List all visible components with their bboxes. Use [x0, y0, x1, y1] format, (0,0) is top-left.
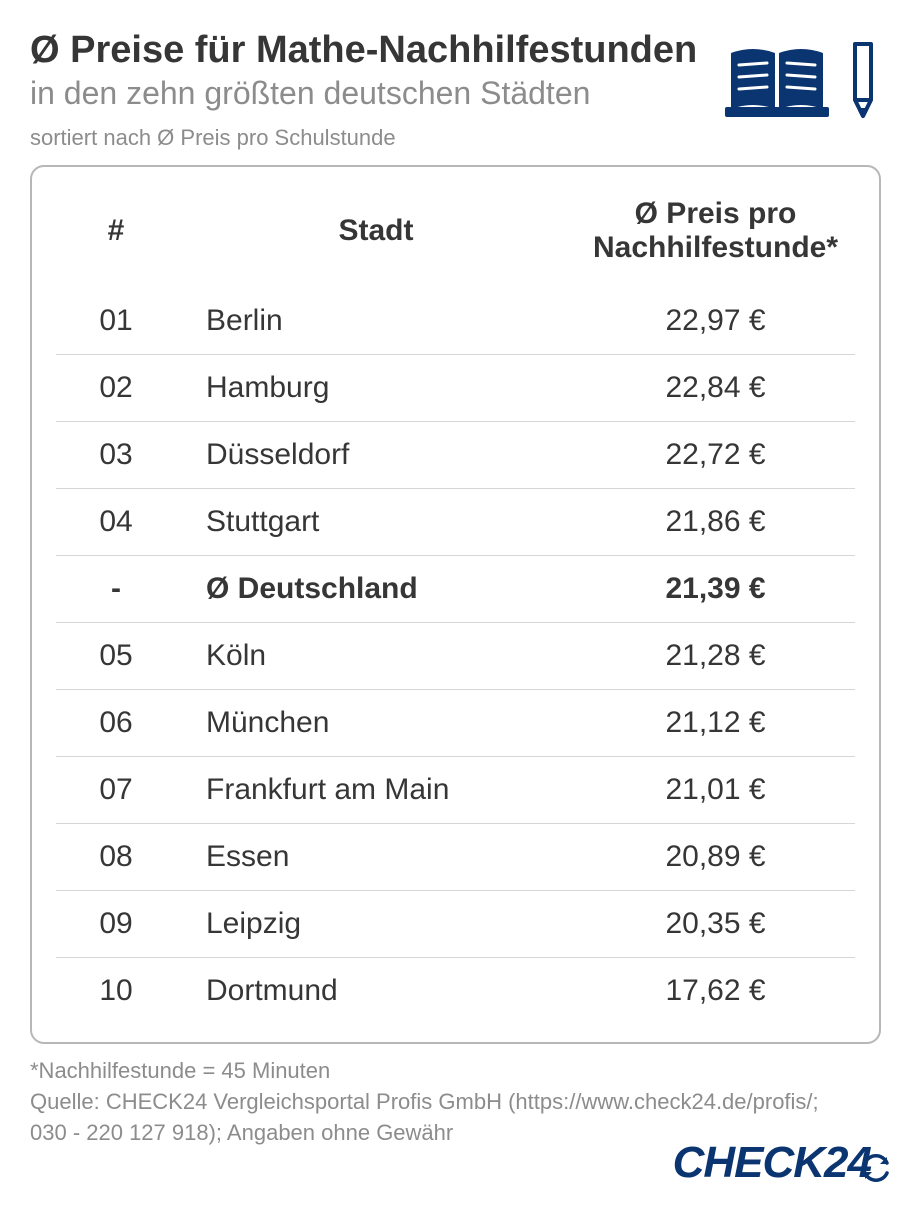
header-icons: [723, 36, 881, 131]
table-row: -Ø Deutschland21,39 €: [56, 555, 855, 622]
cell-rank: 02: [56, 354, 176, 421]
table-row: 08Essen20,89 €: [56, 823, 855, 890]
cell-city: Köln: [176, 622, 576, 689]
cell-price: 21,28 €: [576, 622, 855, 689]
cell-rank: 05: [56, 622, 176, 689]
cell-city: Frankfurt am Main: [176, 756, 576, 823]
sort-note: sortiert nach Ø Preis pro Schulstunde: [30, 125, 713, 151]
cell-rank: 06: [56, 689, 176, 756]
table-row: 10Dortmund17,62 €: [56, 957, 855, 1024]
cell-city: Düsseldorf: [176, 421, 576, 488]
cell-price: 21,01 €: [576, 756, 855, 823]
cell-price: 21,12 €: [576, 689, 855, 756]
brand-logo: CHECK24: [673, 1138, 881, 1188]
cell-city: Dortmund: [176, 957, 576, 1024]
book-icon: [723, 41, 833, 126]
table-row: 09Leipzig20,35 €: [56, 890, 855, 957]
cell-price: 22,97 €: [576, 288, 855, 355]
page-subtitle: in den zehn größten deutschen Städten: [30, 76, 713, 111]
cell-rank: 09: [56, 890, 176, 957]
cell-rank: 10: [56, 957, 176, 1024]
col-header-rank: #: [56, 185, 176, 288]
cell-price: 20,35 €: [576, 890, 855, 957]
cell-rank: -: [56, 555, 176, 622]
cell-city: Ø Deutschland: [176, 555, 576, 622]
cell-city: Essen: [176, 823, 576, 890]
footnote: *Nachhilfestunde = 45 Minuten Quelle: CH…: [30, 1056, 881, 1148]
table-row: 01Berlin22,97 €: [56, 288, 855, 355]
brand-logo-text: CHECK24: [673, 1138, 871, 1187]
page-title: Ø Preise für Mathe-Nachhilfestunden: [30, 30, 713, 72]
col-header-city: Stadt: [176, 185, 576, 288]
table-row: 06München21,12 €: [56, 689, 855, 756]
cell-rank: 01: [56, 288, 176, 355]
col-header-price: Ø Preis pro Nachhilfestunde*: [576, 185, 855, 288]
table-row: 03Düsseldorf22,72 €: [56, 421, 855, 488]
cell-city: Berlin: [176, 288, 576, 355]
cell-price: 21,86 €: [576, 488, 855, 555]
cell-price: 22,84 €: [576, 354, 855, 421]
price-table-container: # Stadt Ø Preis pro Nachhilfestunde* 01B…: [30, 165, 881, 1044]
refresh-arrows-icon: [859, 1146, 893, 1196]
table-body: 01Berlin22,97 €02Hamburg22,84 €03Düsseld…: [56, 288, 855, 1024]
table-row: 04Stuttgart21,86 €: [56, 488, 855, 555]
table-row: 05Köln21,28 €: [56, 622, 855, 689]
pencil-icon: [845, 36, 881, 131]
table-header-row: # Stadt Ø Preis pro Nachhilfestunde*: [56, 185, 855, 288]
table-row: 02Hamburg22,84 €: [56, 354, 855, 421]
cell-city: Leipzig: [176, 890, 576, 957]
cell-city: München: [176, 689, 576, 756]
title-block: Ø Preise für Mathe-Nachhilfestunden in d…: [30, 30, 713, 151]
cell-city: Stuttgart: [176, 488, 576, 555]
cell-rank: 07: [56, 756, 176, 823]
cell-price: 20,89 €: [576, 823, 855, 890]
cell-price: 17,62 €: [576, 957, 855, 1024]
cell-rank: 08: [56, 823, 176, 890]
cell-rank: 04: [56, 488, 176, 555]
cell-rank: 03: [56, 421, 176, 488]
footnote-line: Quelle: CHECK24 Vergleichsportal Profis …: [30, 1087, 881, 1118]
table-row: 07Frankfurt am Main21,01 €: [56, 756, 855, 823]
footnote-line: *Nachhilfestunde = 45 Minuten: [30, 1056, 881, 1087]
header: Ø Preise für Mathe-Nachhilfestunden in d…: [30, 30, 881, 151]
cell-city: Hamburg: [176, 354, 576, 421]
cell-price: 21,39 €: [576, 555, 855, 622]
price-table: # Stadt Ø Preis pro Nachhilfestunde* 01B…: [56, 185, 855, 1024]
cell-price: 22,72 €: [576, 421, 855, 488]
